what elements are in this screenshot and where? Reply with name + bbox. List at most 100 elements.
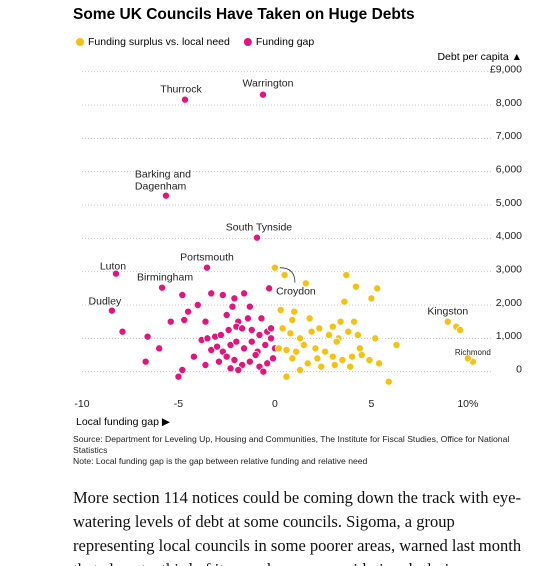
data-point (282, 372, 291, 381)
x-tick-label: -5 (174, 398, 183, 410)
data-point (321, 347, 330, 356)
data-point (443, 317, 452, 326)
y-tick-label: 8,000 (496, 97, 522, 109)
data-point (299, 340, 308, 349)
data-point (232, 337, 241, 346)
data-point (161, 191, 170, 200)
data-point (328, 352, 337, 361)
points (107, 90, 477, 386)
data-point (301, 279, 310, 288)
point-label: South Tynside (226, 221, 293, 233)
data-point (288, 354, 297, 363)
data-point (193, 300, 202, 309)
annotation-line (279, 267, 296, 283)
data-point (224, 325, 233, 334)
data-point (303, 359, 312, 368)
y-tick-label: 1,000 (496, 330, 522, 342)
data-point (365, 355, 374, 364)
data-point (290, 307, 299, 316)
point-label: Portsmouth (180, 251, 234, 263)
data-point (280, 270, 289, 279)
y-tick-label: 6,000 (496, 163, 522, 175)
data-point (174, 372, 183, 381)
x-tick-label: 5 (368, 398, 374, 410)
data-point (392, 340, 401, 349)
data-point (247, 325, 256, 334)
data-point (234, 365, 243, 374)
data-point (371, 334, 380, 343)
grid: £9,000 8,000 7,000 6,000 5,000 4,000 3,000 2,00… (74, 63, 522, 409)
data-point (351, 282, 360, 291)
data-point (330, 360, 339, 369)
data-point (201, 360, 210, 369)
data-point (251, 350, 260, 359)
point-label: Warrington (242, 77, 293, 89)
data-point (245, 357, 254, 366)
x-tick-label: -10 (74, 398, 89, 410)
labels: Thurrock Warrington Barking and Dagenham Sou… (89, 77, 491, 356)
notes: Source: Department for Leveling Up, Hous… (73, 434, 535, 467)
data-point (222, 310, 231, 319)
data-point (456, 325, 465, 334)
data-point (357, 350, 366, 359)
data-point (313, 354, 322, 363)
point-label: Croydon (276, 285, 316, 297)
data-point (267, 324, 276, 333)
chart-title: Some UK Councils Have Taken on Huge Debt… (73, 6, 415, 23)
data-point (278, 324, 287, 333)
x-axis-label: Local funding gap ▶ (76, 416, 171, 428)
data-point (228, 302, 237, 311)
data-point (259, 367, 268, 376)
data-point (203, 263, 212, 272)
data-point (178, 365, 187, 374)
data-point (311, 344, 320, 353)
data-point (344, 327, 353, 336)
point-label: Luton (100, 260, 126, 272)
data-point (265, 284, 274, 293)
data-point (307, 327, 316, 336)
note: Note: Local funding gap is the gap betwe… (73, 456, 368, 466)
y-tick-label: 7,000 (496, 130, 522, 142)
legend-label: Funding gap (256, 36, 315, 48)
article-paragraph: More section 114 notices could be coming… (73, 488, 522, 566)
y-tick-label: 2,000 (496, 297, 522, 309)
data-point (143, 332, 152, 341)
data-point (180, 315, 189, 324)
data-point (328, 322, 337, 331)
x-tick-label: 0 (272, 398, 278, 410)
data-point (181, 95, 190, 104)
data-point (247, 337, 256, 346)
data-point (218, 290, 227, 299)
data-point (222, 352, 231, 361)
data-point (252, 233, 261, 242)
data-point (240, 344, 249, 353)
y-tick-label: 4,000 (496, 230, 522, 242)
data-point (214, 357, 223, 366)
data-point (155, 344, 164, 353)
data-point (288, 315, 297, 324)
point-label: Richmond (455, 348, 491, 357)
point-label: Birmingham (137, 271, 193, 283)
data-point (346, 362, 355, 371)
data-point (257, 314, 266, 323)
data-point (245, 302, 254, 311)
data-point (332, 337, 341, 346)
legend-swatch (243, 38, 252, 46)
data-point (463, 354, 472, 363)
data-point (111, 269, 120, 278)
data-point (240, 289, 249, 298)
data-point (238, 324, 247, 333)
point-label: Dudley (89, 295, 122, 307)
y-tick-label: 3,000 (496, 263, 522, 275)
data-point (141, 357, 150, 366)
data-point (296, 365, 305, 374)
data-point (375, 359, 384, 368)
data-point (201, 317, 210, 326)
data-point (263, 359, 272, 368)
data-point (315, 324, 324, 333)
data-point (107, 306, 116, 315)
x-tick-label: 10% (457, 398, 478, 410)
data-point (226, 364, 235, 373)
data-point (230, 355, 239, 364)
